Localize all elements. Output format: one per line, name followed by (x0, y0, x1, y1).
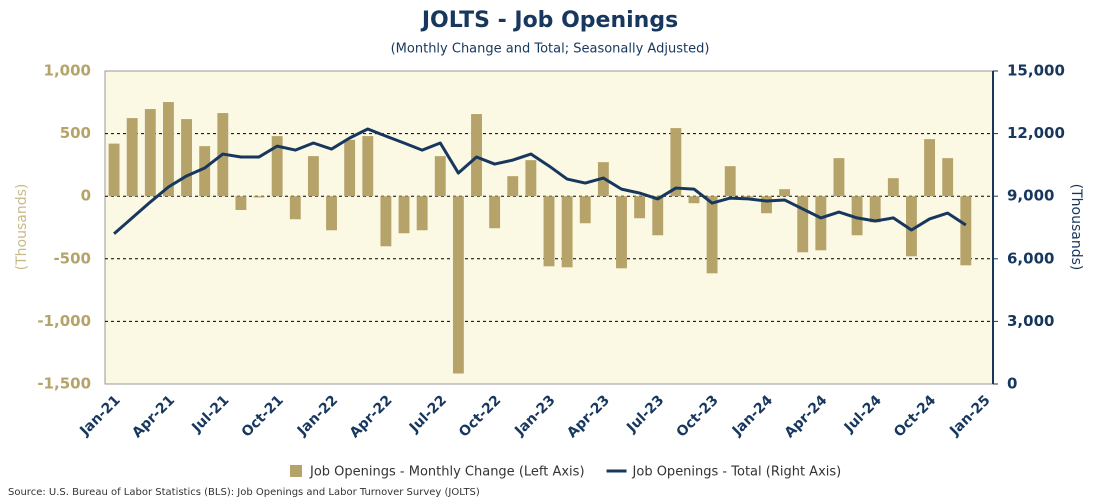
bar (289, 196, 301, 220)
bar (271, 136, 283, 197)
bar (924, 139, 936, 197)
x-tick-label: Jul-23 (623, 392, 667, 436)
bar (398, 196, 410, 234)
x-tick-label: Oct-21 (239, 392, 287, 440)
bar (887, 178, 899, 197)
bar (326, 196, 337, 231)
y-axis-label: (Thousands) (14, 184, 30, 271)
x-tick-label: Jan-21 (76, 392, 123, 439)
x-tick-label: Oct-22 (456, 392, 504, 440)
y2-tick-label: 12,000 (1007, 124, 1065, 142)
legend-label: Job Openings - Monthly Change (Left Axis… (309, 465, 585, 480)
legend-label: Job Openings - Total (Right Axis) (632, 465, 842, 480)
bar (579, 196, 591, 224)
x-tick-label: Apr-22 (347, 392, 396, 441)
bar (416, 196, 428, 231)
y2-tick-label: 0 (1007, 375, 1017, 393)
bar (489, 196, 501, 229)
x-tick-label: Jan-22 (294, 392, 341, 439)
bar (471, 114, 482, 197)
bar (724, 166, 736, 197)
y2-tick-label: 3,000 (1007, 312, 1054, 330)
bar (906, 196, 917, 257)
y-tick-label: 1,000 (44, 62, 91, 80)
x-tick-label: Jan-24 (729, 392, 776, 439)
bar (199, 146, 211, 197)
x-tick-label: Apr-23 (564, 392, 613, 441)
y2-axis-label: (Thousands) (1068, 184, 1084, 271)
bar (452, 196, 464, 374)
line (113, 127, 967, 235)
x-tick-label: Oct-23 (674, 392, 722, 440)
legend-swatch (290, 465, 302, 477)
y2-tick-label: 9,000 (1007, 187, 1054, 205)
bar (162, 102, 174, 197)
bar (706, 196, 718, 274)
bar (742, 196, 754, 198)
bar (434, 156, 446, 197)
bar (761, 196, 772, 214)
bar (942, 158, 954, 197)
bar (561, 196, 573, 268)
x-tick-label: Oct-24 (891, 392, 939, 440)
bar (543, 196, 555, 267)
y-tick-label: -1,500 (37, 375, 91, 393)
y-tick-label: 500 (60, 124, 91, 142)
bar (869, 196, 881, 223)
bar (235, 196, 247, 210)
bar (634, 196, 646, 219)
bar (652, 196, 664, 236)
bar (960, 196, 972, 266)
bar (815, 196, 827, 251)
y-tick-label: 0 (81, 187, 91, 205)
chart-title: JOLTS - Job Openings (420, 8, 678, 33)
x-tick-label: Apr-24 (782, 392, 831, 441)
bar (779, 189, 791, 197)
bar (253, 196, 265, 198)
bar (616, 196, 627, 269)
bar (507, 176, 519, 197)
bar (126, 118, 138, 197)
x-tick-label: Jul-21 (188, 392, 232, 436)
bar (380, 196, 392, 247)
bar (144, 109, 156, 197)
bar (670, 128, 682, 197)
bar (688, 196, 700, 204)
bar (307, 156, 319, 197)
chart-subtitle: (Monthly Change and Total; Seasonally Ad… (391, 42, 710, 57)
bar (108, 143, 120, 197)
y2-tick-label: 15,000 (1007, 62, 1065, 80)
bar (851, 196, 863, 236)
x-tick-label: Jul-22 (406, 392, 450, 436)
y-tick-label: -500 (53, 249, 91, 267)
y2-tick-label: 6,000 (1007, 249, 1054, 267)
x-tick-label: Jul-24 (841, 392, 885, 436)
bar (362, 136, 374, 197)
bar (797, 196, 809, 253)
bar (525, 160, 537, 197)
source: Source: U.S. Bureau of Labor Statistics … (8, 487, 480, 498)
x-tick-label: Jan-25 (946, 392, 993, 439)
bar (833, 158, 845, 197)
y-tick-label: -1,000 (37, 312, 91, 330)
bar (344, 139, 356, 197)
x-tick-label: Jan-23 (511, 392, 558, 439)
x-tick-label: Apr-21 (129, 392, 178, 441)
bar (181, 119, 192, 197)
